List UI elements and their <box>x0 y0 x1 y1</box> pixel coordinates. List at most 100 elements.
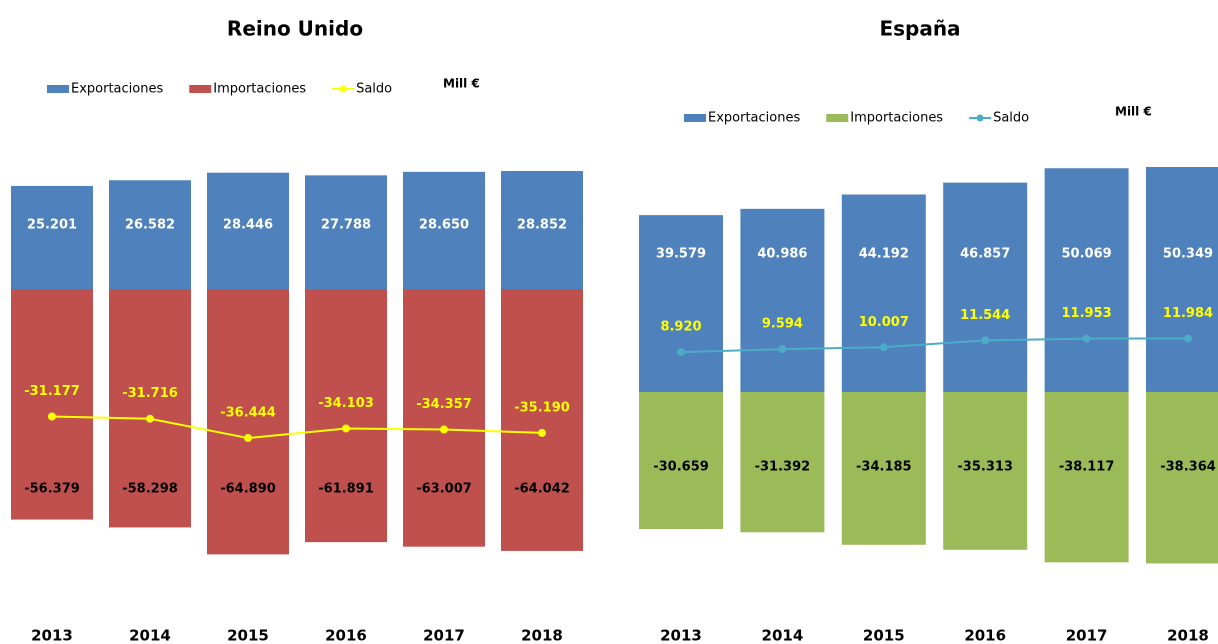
value-label: 50.069 <box>1062 247 1112 262</box>
value-label: 28.446 <box>223 218 273 233</box>
bar <box>207 289 289 555</box>
bar <box>740 392 825 533</box>
value-label: -61.891 <box>318 482 374 497</box>
value-label: -64.042 <box>514 482 570 497</box>
x-tick-label: 2016 <box>325 627 367 644</box>
saldo-line <box>680 337 1189 354</box>
value-label: -38.364 <box>1160 460 1216 475</box>
bar <box>305 289 387 543</box>
value-label: -34.103 <box>318 396 374 411</box>
saldo-point <box>1082 334 1091 343</box>
bar <box>639 392 723 530</box>
value-label: -58.298 <box>122 482 178 497</box>
bar <box>740 208 825 392</box>
x-tick-label: 2018 <box>521 627 563 644</box>
bar <box>639 215 723 392</box>
value-label: 11.953 <box>1062 306 1112 321</box>
bar <box>207 172 289 289</box>
bar <box>943 392 1028 550</box>
x-tick-label: 2013 <box>31 627 73 644</box>
saldo-point <box>48 412 56 421</box>
x-tick-label: 2016 <box>964 627 1006 644</box>
x-tick-label: 2018 <box>1167 627 1209 644</box>
value-label: 8.920 <box>660 320 701 335</box>
value-label: 28.650 <box>419 218 469 233</box>
legend-label: Saldo <box>356 82 392 97</box>
x-tick-label: 2015 <box>863 627 905 644</box>
value-label: 10.007 <box>859 315 909 330</box>
x-tick-label: 2014 <box>129 627 171 644</box>
x-tick-label: 2014 <box>762 627 804 644</box>
value-label: -56.379 <box>24 482 80 497</box>
value-label: -36.444 <box>220 406 276 421</box>
saldo-point <box>342 424 350 433</box>
bar <box>403 171 485 289</box>
unit-label: Mill € <box>1115 105 1152 119</box>
saldo-point <box>1184 334 1192 343</box>
value-label: 11.984 <box>1163 306 1213 321</box>
x-tick-label: 2017 <box>423 627 465 644</box>
legend-label: Saldo <box>993 111 1029 126</box>
bar <box>11 185 93 289</box>
chart-title: Reino Unido <box>227 17 363 41</box>
value-label: -35.313 <box>957 460 1013 475</box>
legend-swatch <box>826 114 849 122</box>
value-label: -31.177 <box>24 384 80 399</box>
bar <box>1044 392 1129 563</box>
bar <box>11 289 93 520</box>
chart-title: España <box>879 17 960 41</box>
legend-dot <box>339 85 347 93</box>
bar <box>109 289 191 528</box>
value-label: 26.582 <box>125 218 175 233</box>
saldo-point <box>981 336 990 345</box>
value-label: 11.544 <box>960 308 1010 323</box>
legend-label: Exportaciones <box>708 111 800 126</box>
value-label: -38.117 <box>1059 460 1115 475</box>
bar <box>1146 392 1218 564</box>
bar <box>841 194 926 392</box>
value-label: 28.852 <box>517 218 567 233</box>
value-label: 27.788 <box>321 218 371 233</box>
legend-swatch <box>684 114 706 122</box>
value-label: -34.357 <box>416 397 472 412</box>
value-label: 9.594 <box>762 317 803 332</box>
saldo-point <box>677 348 685 357</box>
legend-swatch <box>189 85 212 93</box>
value-label: -31.392 <box>755 460 811 475</box>
value-label: 39.579 <box>656 247 706 262</box>
bar <box>501 289 583 551</box>
saldo-point <box>146 414 154 423</box>
value-label: 25.201 <box>27 218 77 233</box>
value-label: 44.192 <box>859 247 909 262</box>
legend-dot <box>976 114 984 122</box>
unit-label: Mill € <box>443 77 480 91</box>
value-label: -35.190 <box>514 400 570 415</box>
saldo-point <box>244 434 252 443</box>
x-tick-label: 2013 <box>660 627 702 644</box>
x-tick-label: 2017 <box>1066 627 1108 644</box>
value-label: 50.349 <box>1163 247 1213 262</box>
legend-label: Exportaciones <box>71 82 163 97</box>
saldo-point <box>440 425 448 434</box>
bar <box>841 392 926 545</box>
value-label: -34.185 <box>856 460 912 475</box>
bar <box>305 175 387 289</box>
bar <box>1146 167 1218 392</box>
value-label: -30.659 <box>653 460 709 475</box>
value-label: 46.857 <box>960 247 1010 262</box>
value-label: -64.890 <box>220 482 276 497</box>
legend-label: Importaciones <box>213 82 306 97</box>
bar <box>1044 168 1129 392</box>
legend-swatch <box>47 85 69 93</box>
saldo-point <box>778 345 787 354</box>
value-label: -63.007 <box>416 482 472 497</box>
bar <box>109 180 191 289</box>
saldo-point <box>538 428 546 437</box>
bar <box>501 171 583 289</box>
x-tick-label: 2015 <box>227 627 269 644</box>
saldo-line <box>51 415 543 440</box>
bar <box>403 289 485 547</box>
bar <box>943 182 1028 392</box>
saldo-point <box>879 343 888 352</box>
